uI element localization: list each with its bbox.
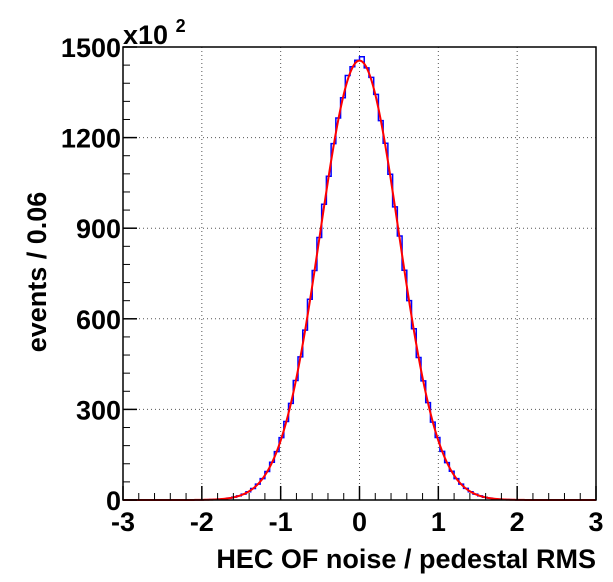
x-tick-label: -3: [111, 507, 135, 537]
x-tick-label: -2: [190, 507, 214, 537]
y-multiplier-base: x10: [123, 20, 168, 50]
y-axis-label: events / 0.06: [22, 192, 52, 353]
grid: [123, 47, 596, 500]
x-tick-label: 1: [431, 507, 446, 537]
y-tick-label: 600: [76, 305, 121, 335]
tick-marks: [122, 46, 597, 501]
x-tick-labels: -3 -2 -1 0 1 2 3: [111, 507, 604, 537]
plot-frame: [122, 46, 597, 501]
x-tick-label: 2: [510, 507, 525, 537]
y-multiplier: x10 2: [123, 16, 186, 50]
x-tick-label: 0: [352, 507, 367, 537]
y-tick-label: 0: [106, 486, 121, 516]
y-tick-labels: 0 300 600 900 1200 1500: [61, 33, 121, 516]
x-tick-label: -1: [269, 507, 293, 537]
x-axis-label: HEC OF noise / pedestal RMS: [216, 544, 596, 574]
x-tick-label: 3: [588, 507, 603, 537]
y-tick-label: 1500: [61, 33, 121, 63]
gaussian-fit-curve: [123, 59, 596, 501]
y-tick-label: 900: [76, 214, 121, 244]
y-tick-label: 300: [76, 395, 121, 425]
y-tick-label: 1200: [61, 124, 121, 154]
y-multiplier-exponent: 2: [176, 16, 186, 36]
